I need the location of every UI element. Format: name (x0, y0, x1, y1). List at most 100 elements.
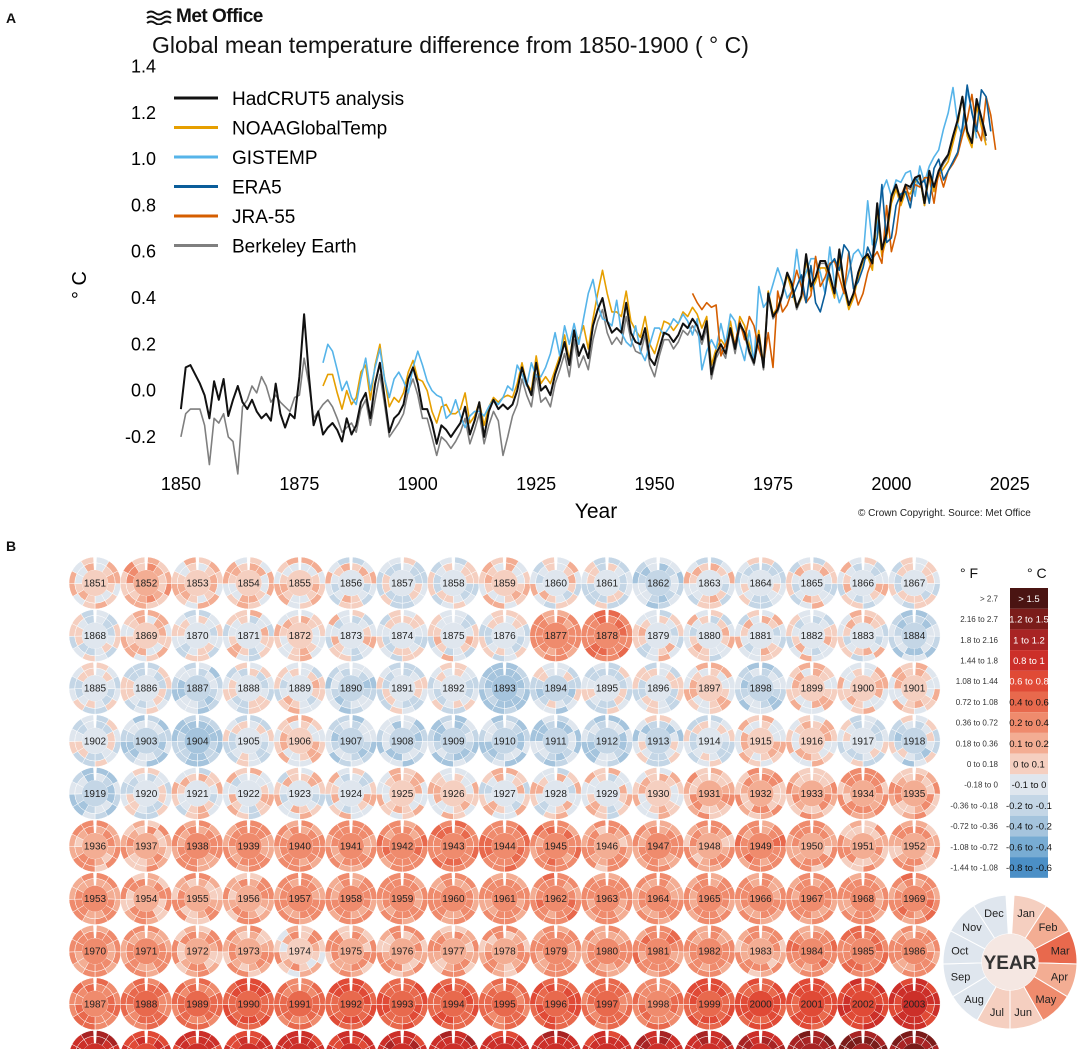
ring-center (798, 885, 825, 912)
year-ring: 1865 (785, 556, 839, 610)
year-ring: 1920 (119, 767, 173, 820)
year-ring: 1898 (734, 661, 787, 715)
year-ring: 1926 (427, 767, 480, 820)
year-ring: 1855 (273, 556, 327, 610)
year-ring: 2017 (735, 1030, 786, 1049)
year-ring: 1952 (887, 819, 941, 873)
series-lines (179, 84, 997, 475)
ring-month-outer (848, 556, 863, 567)
year-ring: 1859 (478, 556, 531, 610)
ring-center (645, 727, 672, 754)
ring-center (901, 570, 928, 596)
year-ring: 1879 (631, 609, 685, 662)
year-ring: 1921 (171, 767, 224, 820)
x-axis-label: Year (575, 500, 617, 523)
year-ring: 1987 (68, 977, 122, 1031)
year-ring: 1948 (683, 819, 736, 873)
ring-month-outer (848, 661, 863, 672)
ring-month-outer (387, 714, 402, 725)
ring-year-label: 1880 (698, 631, 721, 642)
year-ring: 1981 (631, 924, 685, 978)
ring-center (491, 675, 518, 702)
legend-entry: JRA-55 (174, 207, 295, 228)
ring-center (491, 938, 518, 965)
year-ring: 1960 (427, 872, 480, 925)
ring-year-label: 1984 (801, 947, 824, 958)
ring-center (901, 622, 928, 649)
legend-c-label: -0.4 to -0.2 (1006, 822, 1052, 833)
ring-center (286, 780, 313, 807)
ring-center (901, 833, 928, 859)
x-axis-ticks: 1850 1875 1900 1925 1950 1975 2000 2025 (161, 474, 1030, 494)
year-ring: 1939 (222, 819, 275, 873)
series-line-hadcrut5-analysis (179, 95, 988, 445)
y-tick-label: -0.2 (125, 427, 156, 447)
legend-f-label: -1.08 to -0.72 (950, 843, 998, 852)
year-ring: 1992 (324, 977, 378, 1031)
ring-year-label: 1973 (237, 947, 260, 958)
ring-month-outer (592, 872, 607, 882)
ring-month-outer (80, 556, 95, 567)
ring-month-outer (797, 556, 811, 567)
ring-year-label: 1937 (135, 842, 158, 853)
year-ring: 1943 (427, 819, 480, 873)
ring-year-label: 1881 (749, 631, 772, 642)
ring-center (286, 622, 313, 649)
ring-month-outer (694, 661, 709, 672)
year-ring: 1975 (324, 924, 378, 978)
ring-year-label: 1932 (749, 789, 772, 800)
ring-month-outer (592, 819, 607, 830)
ring-month-outer (848, 714, 863, 725)
ring-year-label: 1956 (237, 894, 260, 905)
ring-month-outer (541, 767, 555, 777)
year-ring: 1897 (683, 661, 736, 715)
ring-center (542, 938, 569, 965)
year-ring: 1873 (324, 609, 378, 662)
ring-year-label: 1895 (596, 684, 619, 695)
ring-center (338, 675, 364, 702)
ring-month-outer (182, 661, 197, 672)
year-ring: 1929 (580, 767, 634, 820)
ring-center (542, 570, 569, 596)
ring-year-label: 1908 (391, 736, 414, 747)
ring-year-label: 1858 (442, 579, 465, 590)
met-office-logo: Met Office (146, 6, 263, 28)
year-ring: 1963 (580, 872, 634, 925)
ring-year-label: 1988 (135, 999, 158, 1010)
ring-month-outer (797, 714, 811, 725)
legend-unit-f: ° F (960, 565, 979, 581)
ring-month-outer (438, 714, 453, 725)
ring-month-outer (643, 609, 658, 619)
ring-year-label: 1899 (801, 684, 824, 695)
ring-month-outer (490, 819, 504, 830)
ring-center (235, 833, 262, 859)
year-ring: 1953 (68, 872, 122, 925)
ring-center (184, 570, 211, 596)
ring-center (645, 938, 672, 965)
ring-center (133, 622, 160, 649)
ring-center (389, 780, 416, 807)
ring-year-label: 1877 (545, 631, 568, 642)
ring-month-outer (694, 556, 709, 567)
legend-entry: NOAAGlobalTemp (174, 119, 387, 140)
ring-year-label: 1906 (289, 736, 312, 747)
ring-month-outer (490, 767, 504, 777)
ring-year-label: 1985 (852, 947, 875, 958)
ring-month-outer (182, 767, 197, 777)
ring-center (235, 675, 262, 702)
ring-center (594, 675, 620, 702)
x-tick-label: 2000 (871, 474, 911, 494)
ring-year-label: 1913 (647, 736, 670, 747)
ring-year-label: 1861 (596, 579, 619, 590)
ring-month-outer (182, 714, 197, 725)
year-ring: 1900 (836, 661, 890, 715)
year-ring: 1972 (171, 924, 224, 978)
ring-year-label: 1975 (340, 947, 363, 958)
year-key-month-label: Apr (1051, 972, 1068, 984)
ring-month-outer (899, 609, 914, 619)
ring-year-label: 1898 (749, 684, 772, 695)
year-ring: 1967 (785, 872, 839, 925)
year-ring: 2012 (479, 1030, 530, 1049)
ring-center (645, 780, 672, 807)
